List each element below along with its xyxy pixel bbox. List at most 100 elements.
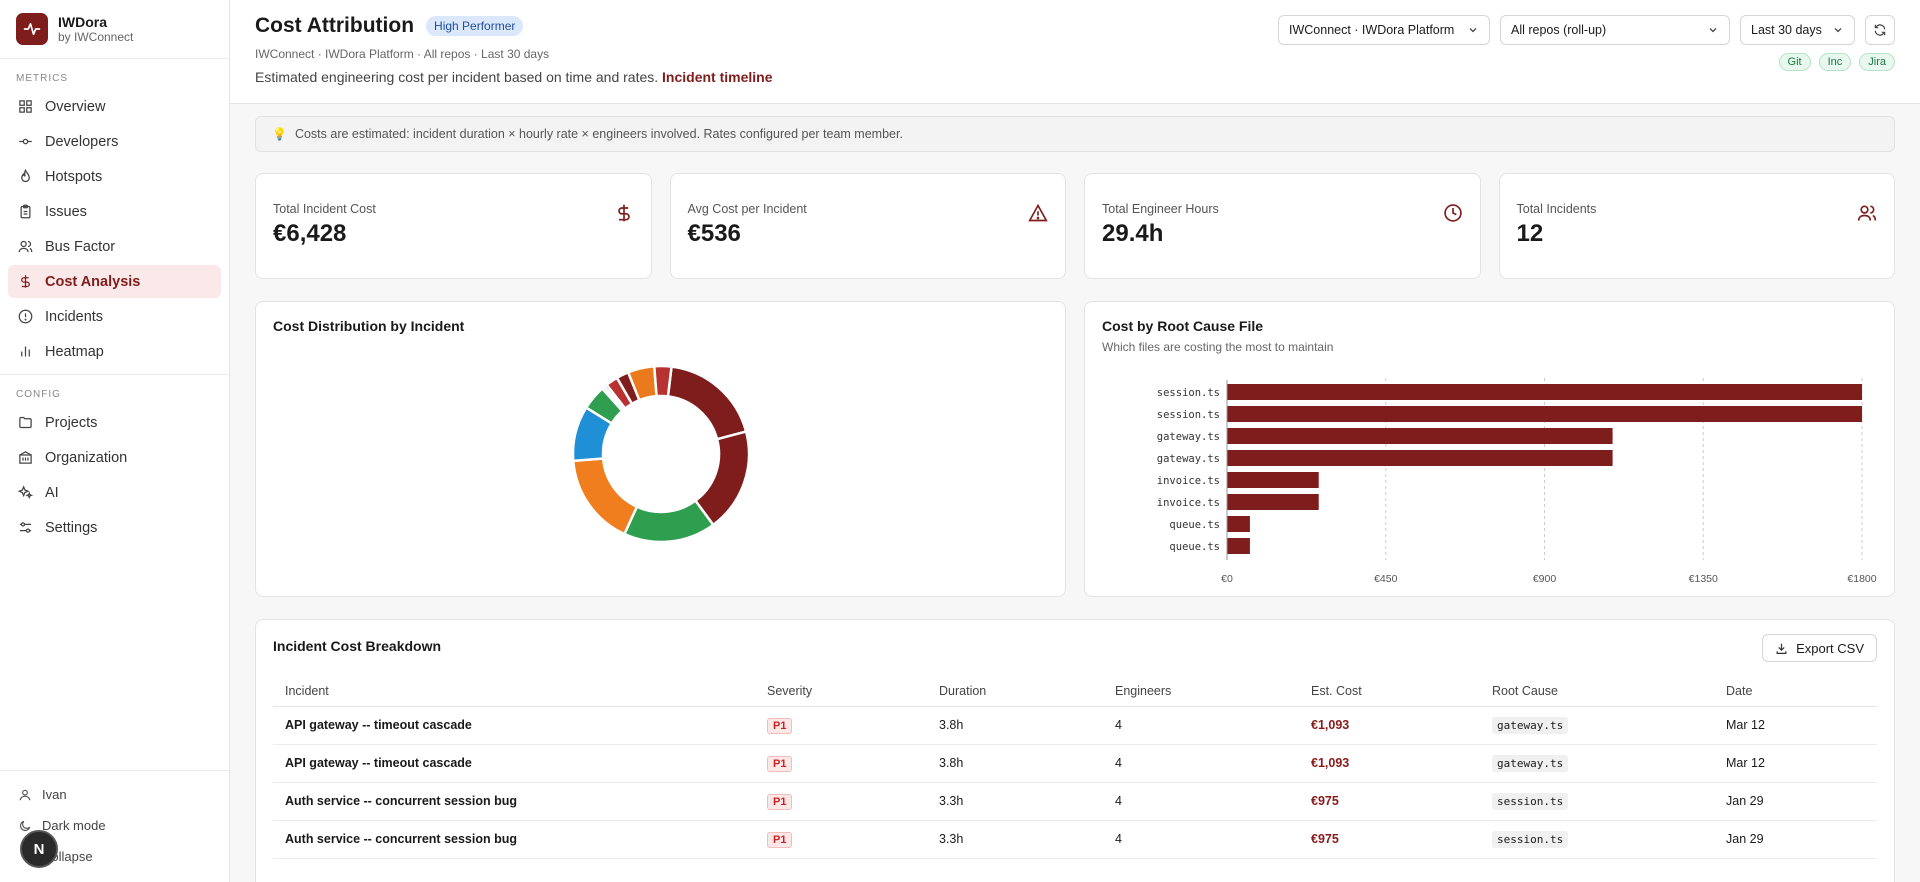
root-cause-file: session.ts [1492,793,1569,810]
pulse-logo-icon [16,13,48,45]
bar-chart-icon [21,346,30,357]
x-tick-label: €450 [1374,573,1398,585]
user-icon [19,789,31,800]
engineers: 4 [1103,782,1299,821]
donut-slice[interactable] [652,364,673,398]
sidebar-item-projects[interactable]: Projects [8,406,221,439]
bar[interactable] [1227,384,1862,400]
donut-slice[interactable] [666,365,748,441]
bar[interactable] [1227,428,1613,444]
sidebar-item-ai[interactable]: AI [8,476,221,509]
breadcrumb: IWConnect · IWDora Platform · All repos … [255,47,550,61]
table-row[interactable]: API gateway -- timeout cascade P1 3.8h 4… [273,744,1877,783]
sidebar-item-settings[interactable]: Settings [8,511,221,544]
sidebar-item-bus-factor[interactable]: Bus Factor [8,230,221,263]
sidebar: IWDora by IWConnect METRICS Overview Dev… [0,0,230,882]
sidebar-item-hotspots[interactable]: Hotspots [8,160,221,193]
clipboard-icon [20,204,31,219]
brand[interactable]: IWDora by IWConnect [0,0,229,59]
incident-timeline-link[interactable]: Incident timeline [662,69,773,85]
kpi-total-incidents: Total Incidents 12 [1498,173,1895,279]
col-est-cost[interactable]: Est. Cost [1299,676,1480,707]
bar[interactable] [1227,516,1250,532]
warning-icon [1028,203,1048,222]
sidebar-item-overview[interactable]: Overview [8,90,221,123]
incident-name: Auth service -- concurrent session bug [273,820,755,859]
n-avatar-badge[interactable]: N [20,830,58,868]
root-cause-file: gateway.ts [1492,717,1569,734]
user-name: Ivan [42,787,67,802]
repo-select[interactable]: All repos (roll-up) [1500,15,1730,45]
sidebar-item-incidents[interactable]: Incidents [8,300,221,333]
dark-mode-toggle[interactable]: Dark mode [0,810,229,841]
sparkles-icon [18,485,33,500]
sidebar-item-label: Issues [45,203,87,220]
col-incident[interactable]: Incident [273,676,755,707]
sidebar-item-label: Settings [45,519,98,536]
user-menu[interactable]: Ivan [0,779,229,810]
severity-badge: P1 [767,794,793,810]
date: Mar 12 [1714,706,1877,745]
sidebar-item-organization[interactable]: Organization [8,441,221,474]
sidebar-item-issues[interactable]: Issues [8,195,221,228]
sidebar-divider [0,374,229,375]
sidebar-item-label: Developers [45,133,119,150]
export-csv-button[interactable]: Export CSV [1762,634,1877,662]
table-row[interactable]: Auth service -- concurrent session bug P… [273,782,1877,821]
col-duration[interactable]: Duration [927,676,1103,707]
date: Mar 12 [1714,744,1877,783]
sidebar-item-label: Incidents [45,308,104,325]
project-select[interactable]: IWConnect · IWDora Platform [1278,15,1490,45]
alert-circle-icon [18,309,33,324]
y-tick-label: session.ts [1157,409,1220,421]
date-range-select[interactable]: Last 30 days [1740,15,1855,45]
sidebar-item-cost-analysis[interactable]: Cost Analysis [8,265,221,298]
refresh-button[interactable] [1865,15,1895,45]
bar[interactable] [1227,406,1862,422]
kpi-engineer-hours: Total Engineer Hours 29.4h [1084,173,1481,279]
duration: 3.3h [927,820,1103,859]
dark-mode-label: Dark mode [42,818,106,833]
source-badge-jira: Jira [1859,53,1895,71]
col-root-cause[interactable]: Root Cause [1480,676,1714,707]
table-row[interactable]: Auth service -- concurrent session bug P… [273,820,1877,859]
download-icon [1776,643,1787,654]
x-tick-label: €0 [1221,573,1233,585]
sidebar-item-label: Hotspots [45,168,103,185]
repo-select-value: All repos (roll-up) [1511,23,1607,37]
lightbulb-icon: 💡 [272,127,287,141]
header-controls: IWConnect · IWDora Platform All repos (r… [1278,15,1895,45]
est-cost: €975 [1299,820,1480,859]
sidebar-item-label: Projects [45,414,98,431]
sliders-icon [19,522,32,533]
bar[interactable] [1227,450,1613,466]
dollar-icon [21,275,30,288]
bar[interactable] [1227,472,1319,488]
incident-name: API gateway -- timeout cascade [273,706,755,745]
source-badge-git: Git [1778,53,1811,71]
sidebar-item-developers[interactable]: Developers [8,125,221,158]
y-tick-label: queue.ts [1169,519,1220,531]
users-icon [18,240,33,253]
engineers: 4 [1103,706,1299,745]
engineers: 4 [1103,744,1299,783]
col-date[interactable]: Date [1714,676,1877,707]
donut-slice[interactable] [571,457,639,536]
y-tick-label: invoice.ts [1157,475,1220,487]
brand-sub: by IWConnect [58,30,134,44]
card-title: Incident Cost Breakdown [273,638,442,654]
kpi-row: Total Incident Cost €6,428 Avg Cost per … [255,173,1895,279]
project-select-value: IWConnect · IWDora Platform [1289,23,1455,37]
severity-badge: P1 [767,718,793,734]
charts-row: Cost Distribution by Incident Cost by Ro… [255,301,1895,597]
table-row[interactable]: API gateway -- timeout cascade P1 3.8h 4… [273,706,1877,745]
sidebar-item-heatmap[interactable]: Heatmap [8,335,221,368]
cost-by-root-cause-card: Cost by Root Cause File Which files are … [1084,301,1895,597]
root-cause-file: session.ts [1492,831,1569,848]
dollar-icon [617,204,630,222]
bar[interactable] [1227,538,1250,554]
col-engineers[interactable]: Engineers [1103,676,1299,707]
col-severity[interactable]: Severity [755,676,927,707]
bar[interactable] [1227,494,1319,510]
date: Jan 29 [1714,782,1877,821]
